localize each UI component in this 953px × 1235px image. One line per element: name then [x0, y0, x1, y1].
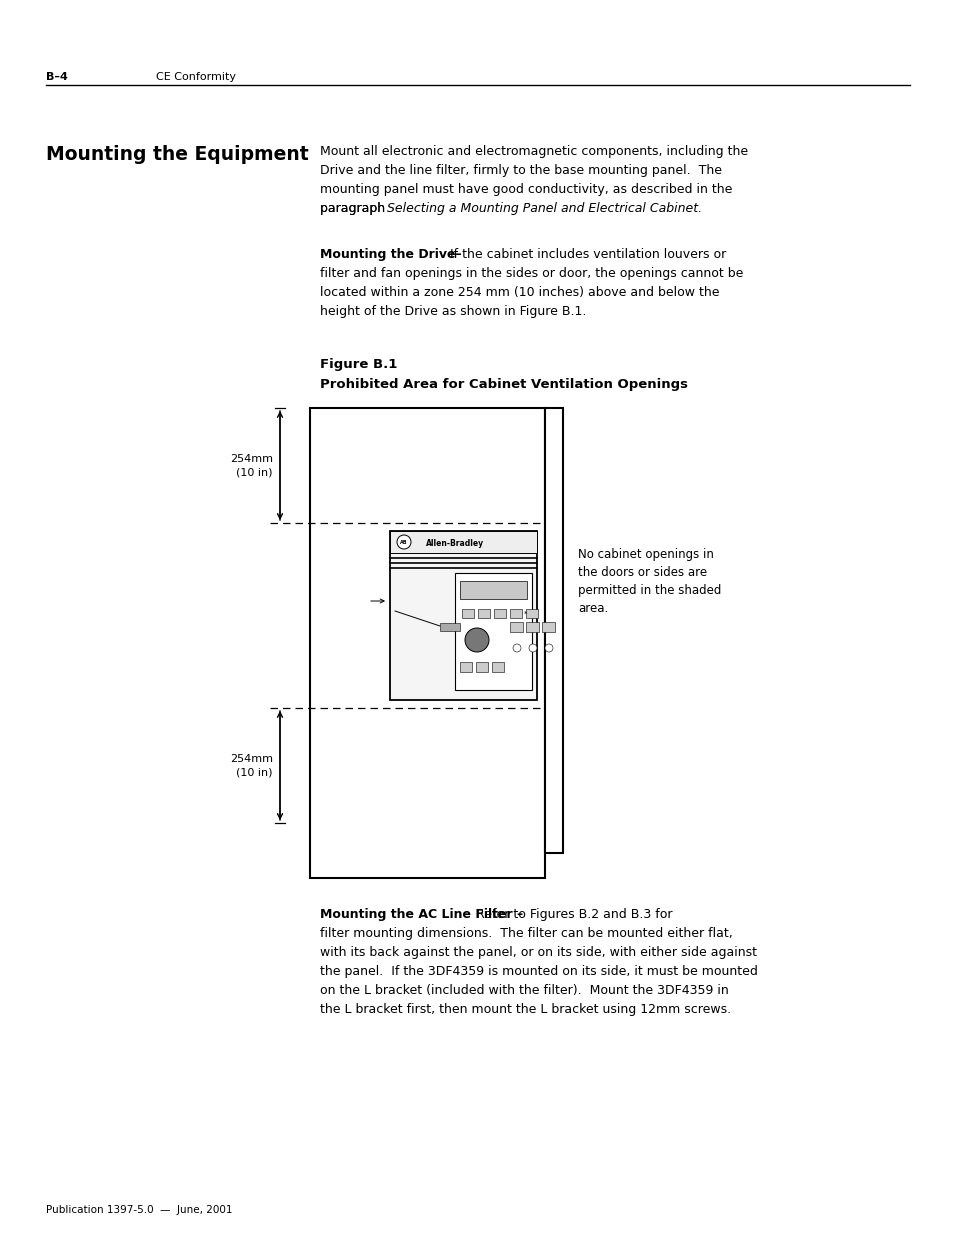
Bar — [459, 580, 526, 599]
Bar — [510, 622, 522, 632]
Text: 254mm
(10 in): 254mm (10 in) — [230, 454, 273, 477]
Text: on the L bracket (included with the filter).  Mount the 3DF4359 in: on the L bracket (included with the filt… — [319, 984, 728, 997]
Text: filter mounting dimensions.  The filter can be mounted either flat,: filter mounting dimensions. The filter c… — [319, 927, 732, 940]
Circle shape — [513, 643, 520, 652]
Circle shape — [529, 643, 537, 652]
Bar — [510, 609, 521, 618]
Bar — [492, 662, 503, 672]
Text: Mounting the AC Line Filter –: Mounting the AC Line Filter – — [319, 908, 522, 921]
Text: Prohibited Area for Cabinet Ventilation Openings: Prohibited Area for Cabinet Ventilation … — [319, 378, 687, 391]
Bar — [476, 662, 488, 672]
Text: located within a zone 254 mm (10 inches) above and below the: located within a zone 254 mm (10 inches)… — [319, 287, 719, 299]
Text: mounting panel must have good conductivity, as described in the: mounting panel must have good conductivi… — [319, 183, 732, 196]
Bar — [541, 622, 555, 632]
Circle shape — [544, 643, 553, 652]
Circle shape — [396, 535, 411, 550]
Bar — [525, 609, 537, 618]
Text: Drive and the line filter, firmly to the base mounting panel.  The: Drive and the line filter, firmly to the… — [319, 164, 721, 177]
Text: filter and fan openings in the sides or door, the openings cannot be: filter and fan openings in the sides or … — [319, 267, 742, 280]
Text: Publication 1397-5.0  —  June, 2001: Publication 1397-5.0 — June, 2001 — [46, 1205, 233, 1215]
Text: with its back against the panel, or on its side, with either side against: with its back against the panel, or on i… — [319, 946, 757, 960]
Text: AB: AB — [400, 540, 407, 545]
Text: paragraph: paragraph — [319, 203, 389, 215]
Text: Mounting the Equipment: Mounting the Equipment — [46, 144, 309, 164]
Bar — [525, 622, 538, 632]
Text: Mount all electronic and electromagnetic components, including the: Mount all electronic and electromagnetic… — [319, 144, 747, 158]
Text: CE Conformity: CE Conformity — [156, 72, 235, 82]
Text: B–4: B–4 — [46, 72, 68, 82]
Bar — [459, 662, 472, 672]
Bar — [310, 408, 544, 522]
Bar — [439, 622, 459, 631]
Text: Refer to Figures B.2 and B.3 for: Refer to Figures B.2 and B.3 for — [468, 908, 672, 921]
Text: 254mm
(10 in): 254mm (10 in) — [230, 753, 273, 777]
Text: Allen-Bradley: Allen-Bradley — [425, 538, 483, 547]
Bar — [544, 408, 562, 853]
Text: the L bracket first, then mount the L bracket using 12mm screws.: the L bracket first, then mount the L br… — [319, 1003, 730, 1016]
Text: If the cabinet includes ventilation louvers or: If the cabinet includes ventilation louv… — [441, 248, 725, 261]
Bar — [461, 609, 474, 618]
Text: the panel.  If the 3DF4359 is mounted on its side, it must be mounted: the panel. If the 3DF4359 is mounted on … — [319, 965, 757, 978]
Text: Selecting a Mounting Panel and Electrical Cabinet.: Selecting a Mounting Panel and Electrica… — [387, 203, 701, 215]
Text: No cabinet openings in
the doors or sides are
permitted in the shaded
area.: No cabinet openings in the doors or side… — [578, 548, 720, 615]
Circle shape — [464, 629, 489, 652]
Text: *: * — [524, 610, 527, 616]
Bar — [390, 531, 537, 553]
Text: height of the Drive as shown in Figure B.1.: height of the Drive as shown in Figure B… — [319, 305, 586, 317]
Text: paragraph: paragraph — [319, 203, 389, 215]
Text: Mounting the Drive–: Mounting the Drive– — [319, 248, 461, 261]
Bar — [494, 609, 505, 618]
Text: Figure B.1: Figure B.1 — [319, 358, 397, 370]
Bar — [310, 708, 544, 823]
Bar — [390, 531, 537, 700]
Bar — [455, 573, 532, 690]
Bar — [477, 609, 490, 618]
Bar — [310, 408, 544, 878]
